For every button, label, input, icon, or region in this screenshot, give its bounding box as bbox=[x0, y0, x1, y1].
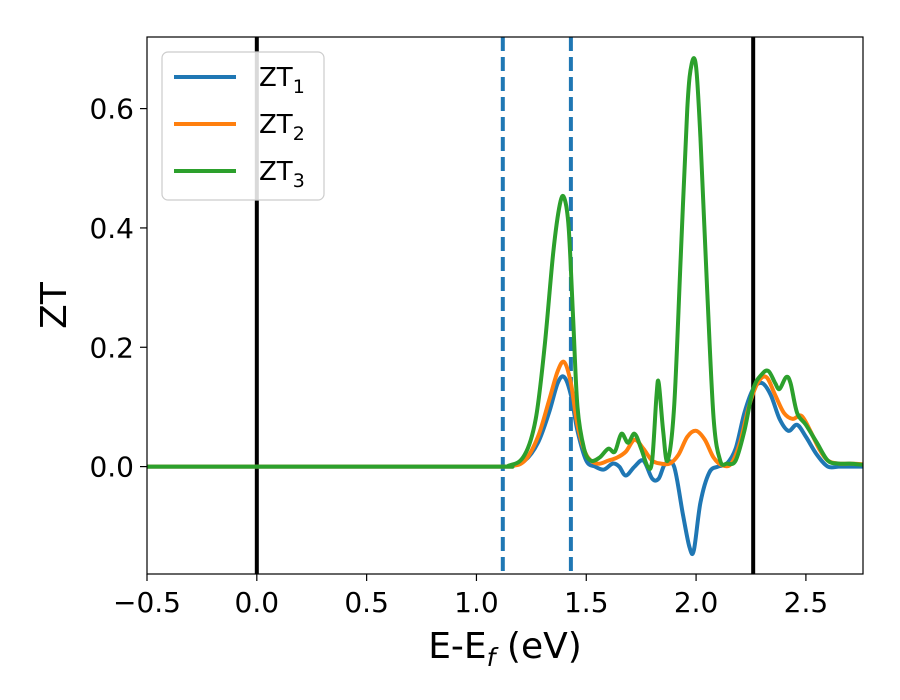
y-tick-label: 0.4 bbox=[89, 212, 134, 245]
x-tick-label: 1.5 bbox=[564, 586, 609, 619]
series-line-zt2 bbox=[147, 359, 863, 469]
x-tick-label: 2.5 bbox=[784, 586, 829, 619]
legend-box bbox=[161, 51, 325, 201]
x-tick-label: 2.0 bbox=[674, 586, 719, 619]
x-tick-label: 0.5 bbox=[344, 586, 389, 619]
axes-frame bbox=[146, 36, 864, 575]
y-tick-label: 0.2 bbox=[89, 331, 134, 364]
legend-label-zt2: ZT2 bbox=[259, 110, 305, 145]
y-axis-title: ZT bbox=[34, 281, 75, 329]
legend-label-zt3: ZT3 bbox=[259, 157, 305, 192]
series-line-zt3 bbox=[147, 56, 863, 471]
legend: ZT1 ZT2 ZT3 bbox=[161, 51, 325, 201]
y-tick-label: 0.6 bbox=[89, 93, 134, 126]
plot-area bbox=[147, 37, 863, 574]
x-tick-label: −0.5 bbox=[113, 586, 181, 619]
y-tick-label: 0.0 bbox=[89, 451, 134, 484]
legend-label-zt1: ZT1 bbox=[259, 63, 305, 98]
x-tick-label: 1.0 bbox=[454, 586, 499, 619]
x-tick-label: 0.0 bbox=[235, 586, 280, 619]
x-axis-title: E-Ef (eV) bbox=[428, 626, 582, 672]
